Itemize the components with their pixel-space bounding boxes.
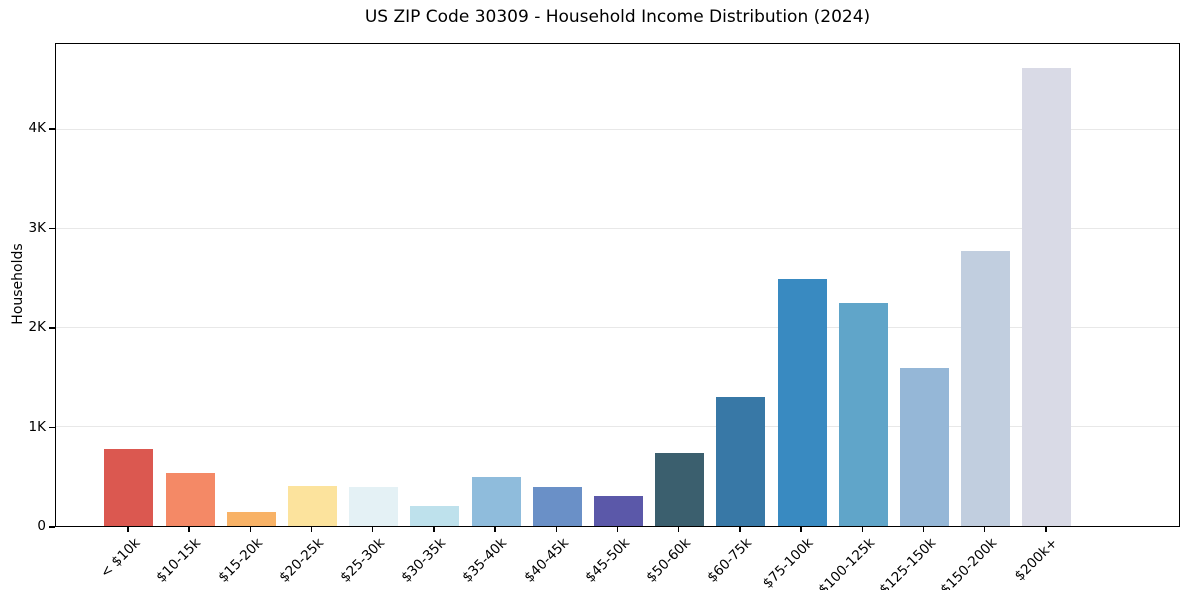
x-tick-label: $125-150k <box>876 535 939 590</box>
x-tick-label: $20-25k <box>276 535 327 586</box>
bar-$150-200k <box>961 250 1011 526</box>
bar-$125-150k <box>900 367 949 526</box>
x-tick-label: $40-45k <box>520 535 572 586</box>
bar-$100-125k <box>838 303 888 526</box>
x-tick-label: $45-50k <box>582 535 633 586</box>
bar-$25-30k <box>349 487 399 526</box>
x-tick-mark <box>1045 527 1047 532</box>
y-tick-label: 3K <box>28 219 46 236</box>
x-tick-mark <box>188 527 190 532</box>
x-tick-mark <box>922 527 925 532</box>
bar-$15-20k <box>226 512 276 526</box>
x-tick-label: $10-15k <box>153 535 205 586</box>
x-tick-label: $35-40k <box>459 535 511 586</box>
x-tick-label: $150-200k <box>937 535 1001 590</box>
y-axis-label: Households <box>10 243 26 325</box>
bar-$30-35k <box>410 506 460 526</box>
x-tick-mark <box>433 527 435 532</box>
chart-title: US ZIP Code 30309 - Household Income Dis… <box>364 7 871 27</box>
gridline <box>56 425 1179 428</box>
x-tick-label: $15-20k <box>214 535 266 586</box>
x-tick-mark <box>310 527 313 532</box>
x-tick-mark <box>983 527 986 532</box>
x-tick-mark <box>127 527 129 532</box>
bar-$200k+ <box>1022 67 1072 526</box>
x-tick-mark <box>739 527 741 532</box>
x-tick-label: $60-75k <box>704 535 756 586</box>
y-tick-mark <box>49 526 55 528</box>
gridline <box>56 128 1179 131</box>
x-tick-mark <box>371 527 374 532</box>
x-tick-label: $200k+ <box>1012 535 1062 585</box>
y-tick-mark <box>49 128 55 130</box>
x-tick-label: $50-60k <box>643 535 695 586</box>
plot-area <box>55 43 1180 527</box>
x-tick-label: $30-35k <box>398 535 450 586</box>
x-tick-mark <box>800 527 802 532</box>
bar-$35-40k <box>471 476 521 526</box>
y-tick-label: 1K <box>28 418 46 435</box>
y-tick-label: 0 <box>37 518 46 534</box>
x-tick-label: $25-30k <box>337 535 388 586</box>
y-tick-label: 4K <box>28 120 46 137</box>
x-tick-mark <box>616 527 619 532</box>
x-tick-mark <box>249 527 251 532</box>
gridline <box>56 326 1179 329</box>
gridline <box>56 227 1179 230</box>
x-tick-mark <box>555 527 558 532</box>
bar-$10-15k <box>165 472 215 526</box>
x-tick-mark <box>494 527 496 532</box>
bar-$75-100k <box>777 278 827 526</box>
x-tick-label: $75-100k <box>759 535 817 590</box>
bar-$60-75k <box>716 397 766 526</box>
y-tick-label: 2K <box>28 319 46 336</box>
bar-$50-60k <box>655 452 705 526</box>
x-tick-mark <box>677 527 680 532</box>
bar-$40-45k <box>532 487 582 526</box>
bar-< $10k <box>104 448 154 526</box>
x-tick-label: < $10k <box>97 535 144 582</box>
y-tick-mark <box>49 227 55 230</box>
bar-$45-50k <box>594 496 643 526</box>
x-tick-label: $100-125k <box>814 535 878 590</box>
x-tick-mark <box>861 527 864 532</box>
y-tick-mark <box>49 327 55 329</box>
y-tick-mark <box>49 426 55 429</box>
bar-$20-25k <box>287 486 337 526</box>
